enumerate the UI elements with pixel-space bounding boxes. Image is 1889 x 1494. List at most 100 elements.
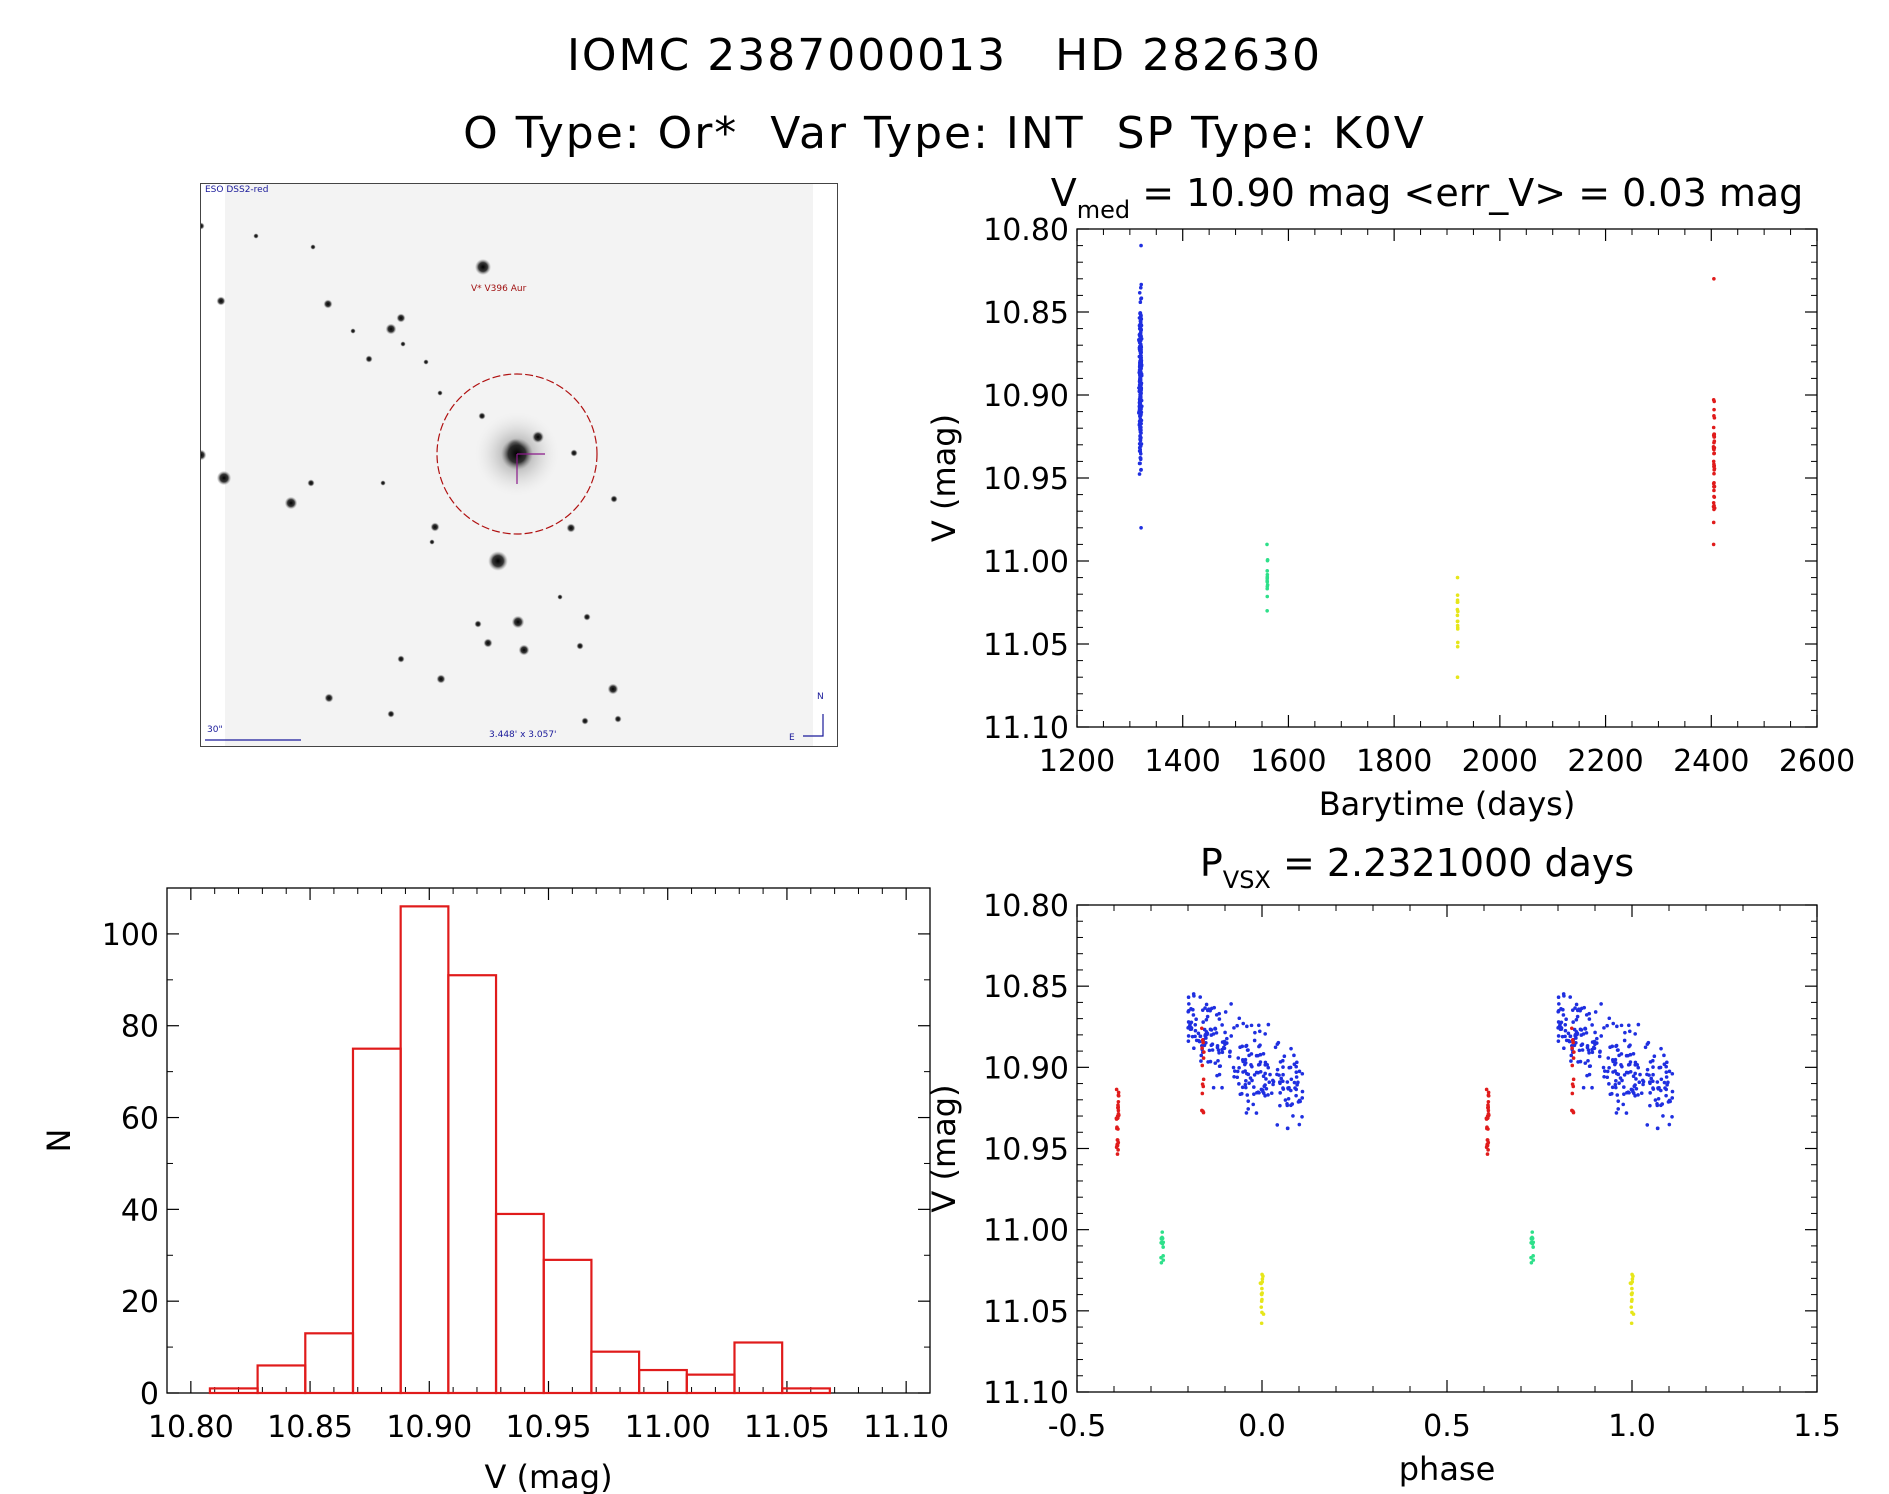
data-point xyxy=(1593,1010,1598,1014)
y-tick-label: 10.85 xyxy=(983,296,1069,331)
sky-star xyxy=(583,613,591,621)
data-point xyxy=(1277,1080,1282,1084)
data-point xyxy=(1568,1034,1573,1039)
data-point xyxy=(1265,584,1270,589)
data-point xyxy=(1558,1025,1563,1030)
data-point xyxy=(1160,1230,1165,1234)
data-point xyxy=(1622,1073,1627,1077)
data-point xyxy=(1530,1230,1535,1234)
data-point xyxy=(1244,1111,1249,1115)
data-point xyxy=(1116,1148,1120,1152)
sky-star xyxy=(518,644,530,656)
data-point xyxy=(1264,1086,1269,1091)
y-tick-label: 11.05 xyxy=(983,1295,1069,1330)
data-point xyxy=(1455,593,1460,597)
data-point xyxy=(1278,1103,1282,1108)
data-point xyxy=(1200,1046,1204,1050)
data-point xyxy=(1601,1065,1606,1070)
data-point xyxy=(1138,417,1143,421)
data-point xyxy=(1593,1042,1597,1047)
data-point xyxy=(1186,1039,1191,1043)
data-point xyxy=(1484,1116,1489,1121)
sky-star xyxy=(323,299,333,309)
data-point xyxy=(1138,433,1142,438)
data-point xyxy=(1664,1064,1668,1069)
histogram-bar xyxy=(304,1332,355,1395)
y-tick-label: 11.10 xyxy=(983,711,1069,746)
data-point xyxy=(1243,1069,1247,1073)
data-point xyxy=(1579,1028,1584,1032)
data-point xyxy=(1227,1054,1232,1059)
data-point xyxy=(1225,1036,1229,1041)
data-point xyxy=(1628,1070,1633,1074)
data-point xyxy=(1269,1091,1274,1096)
data-point xyxy=(1161,1258,1166,1262)
data-point xyxy=(1246,1107,1251,1111)
sky-star xyxy=(380,480,386,486)
sky-star xyxy=(483,638,493,648)
data-point xyxy=(1199,1053,1204,1058)
data-point xyxy=(1529,1260,1534,1265)
data-point xyxy=(1455,600,1460,604)
data-point xyxy=(1202,1050,1206,1054)
data-point xyxy=(1246,1099,1251,1103)
data-point xyxy=(1563,1022,1568,1027)
data-point xyxy=(1622,1085,1626,1089)
y-tick-label: 11.05 xyxy=(983,628,1069,663)
data-point xyxy=(1712,407,1716,412)
data-point xyxy=(1265,569,1270,573)
data-point xyxy=(1281,1072,1285,1077)
data-point xyxy=(1484,1145,1489,1150)
data-point xyxy=(1566,1038,1571,1043)
data-point xyxy=(1161,1240,1166,1245)
data-point xyxy=(1590,1085,1594,1090)
data-point xyxy=(1232,1026,1236,1030)
data-point xyxy=(1139,467,1143,472)
data-point xyxy=(1563,1028,1568,1033)
y-tick-label: 80 xyxy=(121,1010,159,1045)
data-point xyxy=(1251,1102,1256,1107)
data-point xyxy=(1137,449,1142,453)
data-point xyxy=(1587,1011,1592,1016)
sky-star xyxy=(201,222,205,230)
data-point xyxy=(1137,472,1142,476)
data-point xyxy=(1202,1027,1207,1032)
data-point xyxy=(1137,340,1142,345)
data-point xyxy=(1712,471,1716,476)
data-point xyxy=(1254,1111,1259,1115)
data-point xyxy=(1576,1060,1580,1064)
data-point xyxy=(1116,1099,1121,1104)
y-tick-label: 11.00 xyxy=(983,1214,1069,1249)
data-point xyxy=(1616,1099,1621,1103)
x-tick-label: 1.5 xyxy=(1793,1409,1841,1444)
y-tick-label: 60 xyxy=(121,1102,159,1137)
data-point xyxy=(1712,494,1716,499)
data-point xyxy=(1139,243,1143,248)
data-point xyxy=(1581,1085,1586,1090)
orientation-arrows xyxy=(803,714,824,737)
data-point xyxy=(1615,1024,1619,1029)
data-point xyxy=(1203,1006,1207,1010)
data-point xyxy=(1188,1025,1193,1030)
data-point xyxy=(1237,1066,1241,1070)
x-tick-label: -0.5 xyxy=(1048,1409,1107,1444)
data-point xyxy=(1138,437,1142,442)
data-point xyxy=(1609,1091,1614,1096)
data-point xyxy=(1265,576,1270,581)
data-point xyxy=(1236,1056,1241,1060)
data-point xyxy=(1662,1062,1667,1067)
data-point xyxy=(1626,1063,1631,1067)
data-point xyxy=(1237,1016,1242,1021)
data-point xyxy=(1632,1091,1636,1096)
data-point xyxy=(1624,1111,1629,1115)
data-point xyxy=(1617,1081,1621,1085)
sky-field xyxy=(201,184,837,746)
data-point xyxy=(1229,1002,1233,1006)
data-point xyxy=(1531,1258,1536,1262)
y-tick-label: 10.80 xyxy=(983,213,1069,248)
data-point xyxy=(1667,1069,1672,1074)
data-point xyxy=(1667,1098,1672,1103)
data-point xyxy=(1619,1023,1624,1028)
data-point xyxy=(1664,1070,1669,1074)
data-point xyxy=(1608,1045,1612,1049)
